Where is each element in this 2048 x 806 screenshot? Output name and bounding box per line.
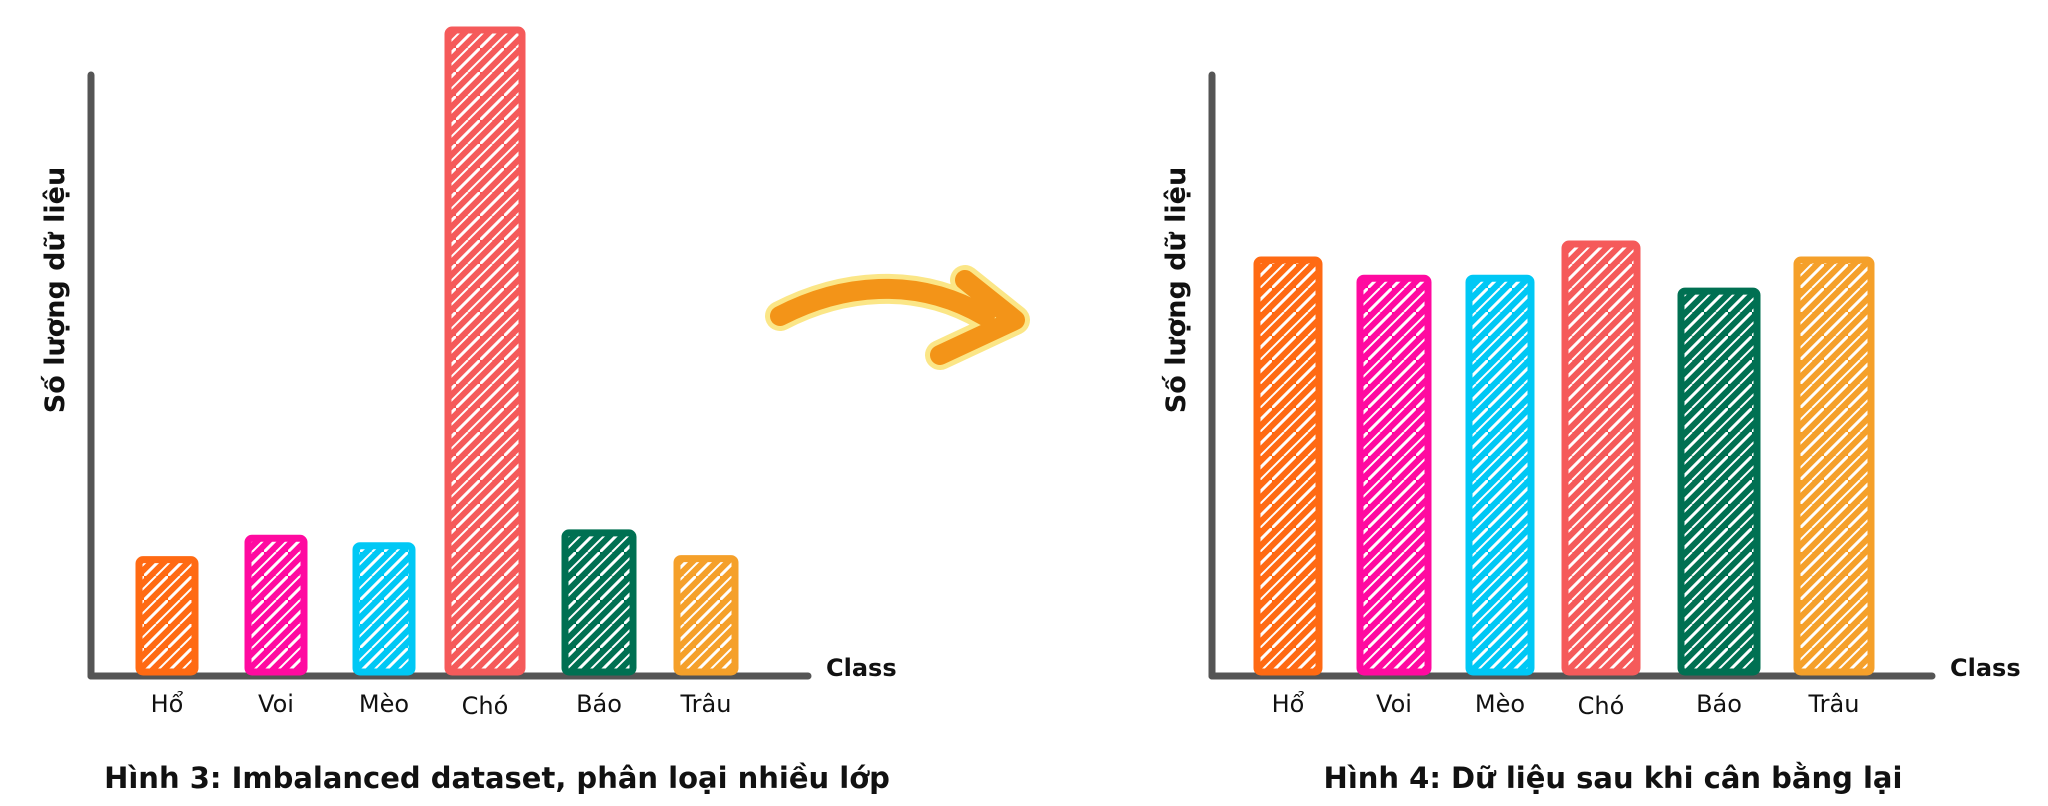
bar-3	[1561, 240, 1641, 676]
bar-5	[1793, 256, 1875, 676]
bar-3	[444, 26, 526, 676]
x-tick-label-1: Voi	[258, 690, 294, 718]
bar-1	[244, 534, 308, 676]
balanced-bar-chart: Số lượng dữ liệu Class Hổ Voi Mèo Chó Báo Trâ…	[1161, 71, 2021, 795]
bar-0	[135, 556, 199, 676]
bar-4	[1677, 287, 1761, 676]
x-tick-label-2: Mèo	[359, 690, 409, 718]
x-tick-labels: Hổ Voi Mèo Chó Báo Trâu	[1272, 690, 1860, 720]
x-tick-label-5: Trâu	[680, 690, 732, 718]
x-tick-label-1: Voi	[1376, 690, 1412, 718]
bar-1	[1356, 274, 1432, 676]
x-tick-labels: Hổ Voi Mèo Chó Báo Trâu	[151, 690, 732, 720]
y-axis-label: Số lượng dữ liệu	[1161, 167, 1192, 413]
x-tick-label-5: Trâu	[1808, 690, 1860, 718]
x-tick-label-3: Chó	[462, 692, 509, 720]
x-axis-label: Class	[826, 654, 897, 682]
bar-5	[673, 555, 739, 676]
x-tick-label-3: Chó	[1578, 692, 1625, 720]
imbalanced-bar-chart: Số lượng dữ liệu Class Hổ Voi Mèo Chó Báo Trâ…	[40, 26, 897, 795]
x-tick-label-2: Mèo	[1475, 690, 1525, 718]
chart-caption: Hình 3: Imbalanced dataset, phân loại nh…	[104, 761, 890, 795]
y-axis-label: Số lượng dữ liệu	[40, 167, 71, 413]
bar-2	[352, 542, 416, 676]
bar-series	[135, 26, 739, 676]
bar-4	[561, 529, 637, 676]
x-tick-label-4: Báo	[1696, 690, 1742, 718]
bar-2	[1465, 274, 1535, 676]
curved-arrow-right-icon	[765, 265, 1030, 370]
x-axis-label: Class	[1950, 654, 2021, 682]
bar-series	[1253, 240, 1875, 676]
x-tick-label-0: Hổ	[1272, 690, 1305, 718]
chart-caption: Hình 4: Dữ liệu sau khi cân bằng lại	[1324, 761, 1903, 795]
bar-0	[1253, 256, 1323, 676]
x-tick-label-0: Hổ	[151, 690, 184, 718]
x-tick-label-4: Báo	[576, 690, 622, 718]
